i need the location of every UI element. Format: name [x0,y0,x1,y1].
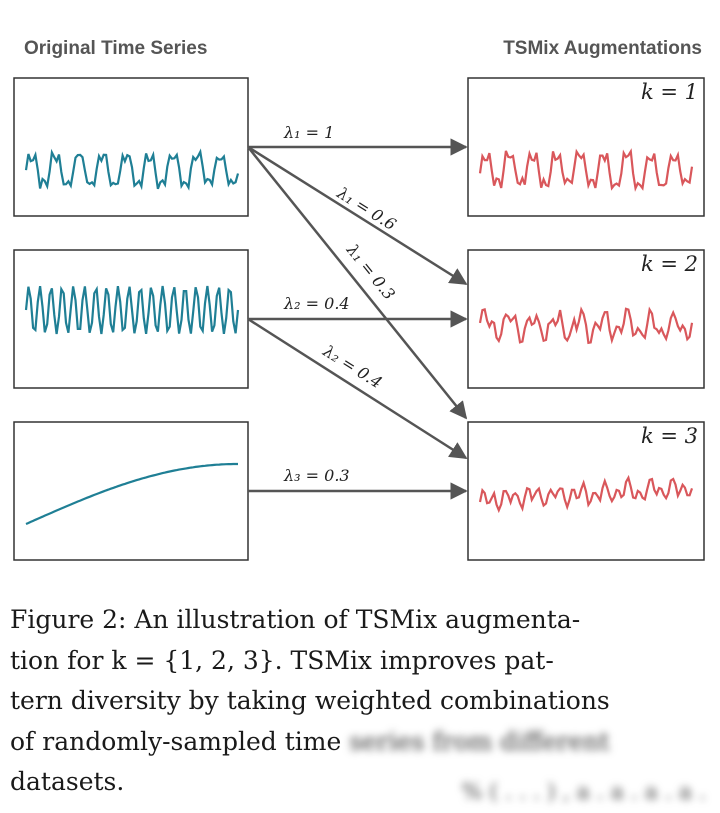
original-series-box-1 [13,77,249,217]
right-column-title: TSMix Augmentations [503,38,702,59]
caption-line-5-blurred: % ( . . . ) , a . a . a . a . [461,780,706,805]
original-series-3-line [25,462,238,526]
caption-line-3: tern diversity by taking weighted combin… [10,686,610,715]
k-label-1: k = 1 [641,80,698,104]
augmented-series-2-line [478,306,694,345]
edge-label-1-2: λ₁ = 0.6 [333,183,400,234]
k-label-2: k = 2 [641,252,698,276]
edge-label-1-3: λ₁ = 0.3 [342,240,399,304]
k-label-3: k = 3 [641,424,698,448]
edge-label-2-2: λ₂ = 0.4 [283,294,350,313]
arrow-1-to-2 [247,145,468,286]
augmented-series-1-line [478,148,694,192]
figure-caption: Figure 2: An illustration of TSMix augme… [10,600,712,803]
arrow-1-to-3 [247,146,468,420]
original-series-2-line [24,285,240,335]
caption-line-4-blurred: series from different [349,726,610,756]
caption-line-1: Figure 2: An illustration of TSMix augme… [10,605,581,634]
edge-label-1-1: λ₁ = 1 [283,123,334,142]
figure-canvas: λ₁ = 1 λ₁ = 0.6 λ₁ = 0.3 λ₂ = 0.4 λ₂ = 0… [13,77,705,561]
augmentation-box-1 [467,77,705,217]
original-series-box-3 [13,421,249,561]
augmentation-box-2 [467,249,705,389]
left-column-title: Original Time Series [24,38,208,59]
caption-line-4: of randomly-sampled time series from dif… [10,722,712,763]
augmented-series-3-line [478,474,694,514]
caption-line-5: datasets. [10,767,125,796]
original-series-1-line [24,148,240,191]
edge-label-3-3: λ₃ = 0.3 [283,466,350,485]
caption-line-2: tion for k = {1, 2, 3}. TSMix improves p… [10,645,554,675]
caption-line-4-text: of randomly-sampled time [10,726,342,756]
tsmix-figure: Original Time Series TSMix Augmentations [13,38,705,561]
original-series-box-2 [13,249,249,389]
arrow-2-to-3 [247,317,468,460]
